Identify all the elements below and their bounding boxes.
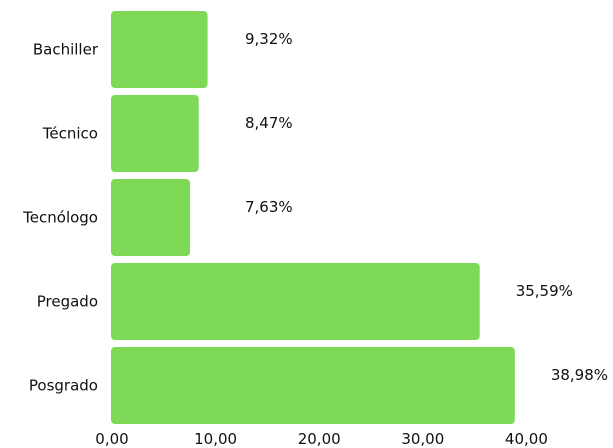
bar-bachiller [111,11,208,88]
bar-pregado [111,263,480,340]
x-tick-label: 10,00 [194,430,237,448]
bar-posgrado [111,347,515,424]
x-tick-label: 40,00 [505,430,548,448]
data-label: 8,47% [245,114,293,132]
data-label: 9,32% [245,30,293,48]
x-tick-label: 0,00 [95,430,128,448]
category-label: Pregado [37,293,98,311]
x-tick-label: 20,00 [298,430,341,448]
x-tick-label: 30,00 [401,430,444,448]
bar-técnico [111,95,199,172]
data-label: 7,63% [245,198,293,216]
category-label: Bachiller [33,41,99,59]
data-label: 38,98% [551,366,608,384]
bar-tecnólogo [111,179,191,256]
category-label: Técnico [42,125,98,143]
category-label: Posgrado [29,377,98,395]
category-label: Tecnólogo [22,209,98,227]
data-label: 35,59% [516,282,573,300]
